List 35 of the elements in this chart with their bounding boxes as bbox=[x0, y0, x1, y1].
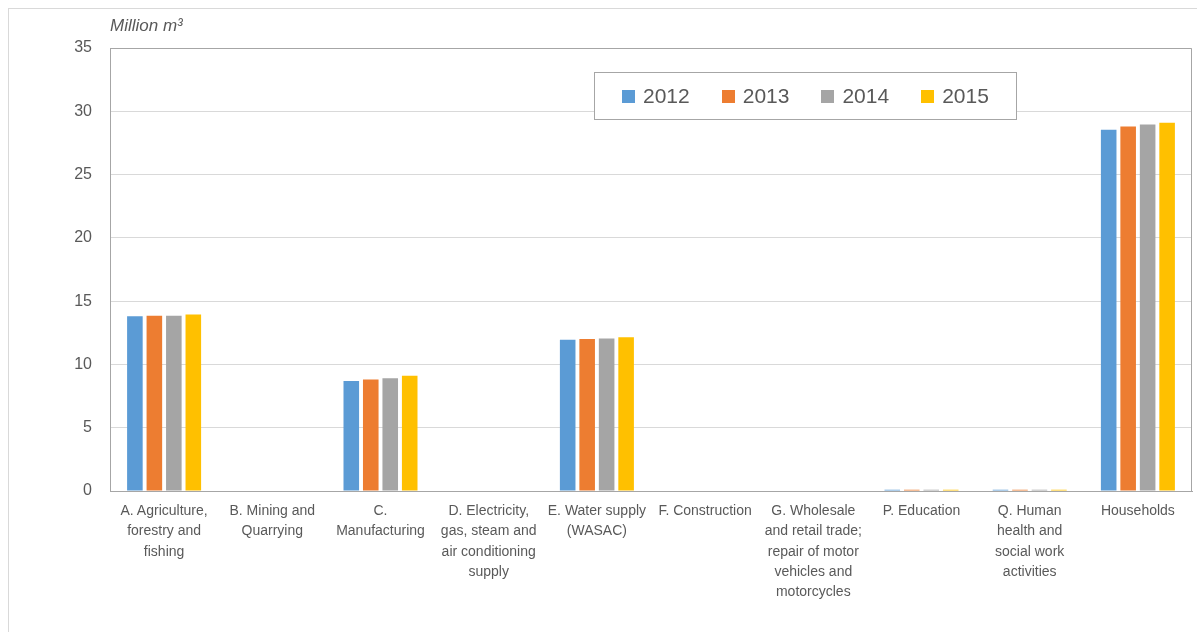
x-tick-label: B. Mining and Quarrying bbox=[229, 502, 316, 539]
x-tick-label: G. Wholesale and retail trade; repair of motor vehicles and motorcycles bbox=[764, 502, 862, 600]
bar bbox=[127, 316, 143, 491]
bar bbox=[1159, 122, 1175, 491]
y-tick-label: 10 bbox=[74, 354, 93, 372]
bar bbox=[1100, 129, 1117, 491]
x-tick-label: C. Manufacturing bbox=[336, 502, 425, 539]
bar bbox=[401, 375, 418, 491]
bar bbox=[146, 315, 163, 491]
y-tick-label: 35 bbox=[74, 38, 93, 56]
y-tick-label: 5 bbox=[83, 418, 93, 436]
legend-label: 2013 bbox=[742, 84, 790, 108]
legend-label: 2014 bbox=[842, 84, 890, 108]
y-axis-title: Million m³ bbox=[110, 16, 183, 36]
y-tick-label: 0 bbox=[83, 481, 93, 499]
bar bbox=[579, 339, 595, 491]
y-tick-label: 30 bbox=[74, 101, 93, 119]
x-tick-label: D. Electricity, gas, steam and air conditioning supply bbox=[440, 502, 537, 579]
x-tick-label: P. Education bbox=[882, 502, 961, 519]
x-tick-label: Households bbox=[1100, 502, 1175, 519]
bar bbox=[185, 314, 202, 491]
bar bbox=[343, 380, 360, 491]
bar bbox=[618, 337, 634, 491]
y-tick-label: 15 bbox=[74, 291, 93, 309]
y-tick-label: 25 bbox=[74, 164, 93, 182]
x-tick-label: A. Agriculture, forestry and fishing bbox=[120, 502, 208, 559]
x-tick-label: F. Construction bbox=[658, 502, 752, 519]
bar bbox=[1120, 126, 1136, 491]
x-tick-label: E. Water supply (WASAC) bbox=[547, 502, 647, 539]
legend-label: 2012 bbox=[643, 84, 690, 108]
y-tick-label: 20 bbox=[74, 228, 93, 246]
x-tick-label: Q. Human health and social work activities bbox=[995, 502, 1066, 579]
legend-label: 2015 bbox=[942, 84, 989, 108]
bar bbox=[559, 339, 576, 491]
bar bbox=[362, 379, 379, 491]
